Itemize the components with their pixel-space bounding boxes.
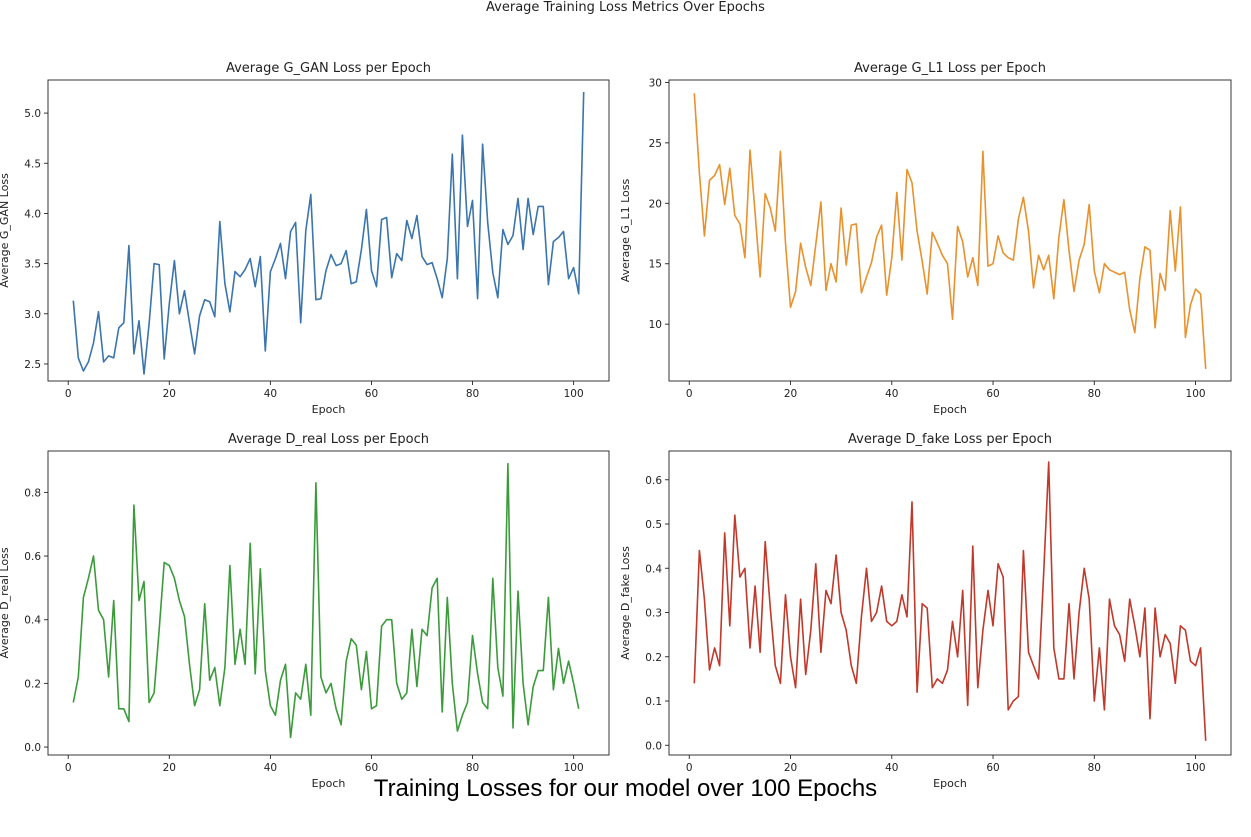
subplot-title-g-l1: Average G_L1 Loss per Epoch [854, 61, 1046, 76]
x-tick-label: 100 [1186, 388, 1206, 400]
y-tick-label: 0.4 [645, 563, 662, 575]
y-tick-label: 0.1 [645, 696, 662, 708]
x-tick-label: 0 [65, 388, 72, 400]
y-tick-label: 0.3 [645, 608, 662, 620]
y-tick-label: 4.0 [24, 208, 41, 220]
x-tick-label: 80 [1088, 388, 1101, 400]
y-tick-label: 20 [649, 198, 662, 210]
y-tick-label: 0.6 [645, 475, 662, 487]
y-tick-label: 15 [649, 259, 662, 271]
subplot-title-g-gan: Average G_GAN Loss per Epoch [226, 61, 431, 76]
x-tick-label: 40 [885, 762, 898, 774]
figure-caption: Training Losses for our model over 100 E… [373, 775, 878, 802]
subplot-g-l1: Average G_L1 Loss per Epoch 0 20 40 60 80 100 1… [619, 61, 1232, 416]
subplot-title-d-fake: Average D_fake Loss per Epoch [848, 432, 1052, 447]
y-axis-label-d-fake: Average D_fake Loss [619, 546, 632, 660]
x-tick-label: 20 [784, 762, 797, 774]
x-axis-label-d-fake: Epoch [933, 777, 967, 790]
y-tick-label: 0.2 [24, 678, 41, 690]
axes-frame-d-fake [668, 450, 1232, 756]
x-tick-label: 40 [264, 388, 277, 400]
y-axis-label-g-l1: Average G_L1 Loss [619, 179, 632, 283]
series-line-d-real [72, 462, 580, 739]
series-line-g-l1 [693, 93, 1207, 369]
y-tick-label: 0.4 [24, 615, 41, 627]
x-tick-label: 0 [686, 762, 693, 774]
y-axis-label-g-gan: Average G_GAN Loss [0, 173, 11, 288]
x-tick-label: 60 [365, 388, 378, 400]
x-axis-label-d-real: Epoch [312, 777, 346, 790]
x-tick-label: 40 [885, 388, 898, 400]
y-tick-label: 0.2 [645, 652, 662, 664]
x-tick-label: 80 [466, 388, 479, 400]
x-tick-label: 60 [365, 762, 378, 774]
y-tick-label: 4.5 [24, 158, 41, 170]
y-axis-label-d-real: Average D_real Loss [0, 547, 11, 658]
y-tick-label: 0.0 [645, 740, 662, 752]
x-tick-label: 20 [784, 388, 797, 400]
x-tick-label: 100 [564, 762, 584, 774]
subplot-d-fake: Average D_fake Loss per Epoch 0 20 40 60 80 10… [619, 432, 1232, 790]
x-tick-label: 20 [163, 388, 176, 400]
x-tick-label: 60 [986, 388, 999, 400]
axes-frame-g-l1 [668, 79, 1232, 382]
x-axis-label-g-gan: Epoch [312, 403, 346, 416]
x-axis-label-g-l1: Epoch [933, 403, 967, 416]
y-tick-label: 0.8 [24, 487, 41, 499]
subplot-g-gan: Average G_GAN Loss per Epoch 0 20 40 60 80 100… [0, 61, 610, 416]
x-tick-label: 60 [986, 762, 999, 774]
series-line-g-gan [72, 91, 585, 375]
x-tick-label: 0 [65, 762, 72, 774]
y-tick-label: 0.6 [24, 551, 41, 563]
subplot-d-real: Average D_real Loss per Epoch 0 20 40 60 80 10… [0, 432, 610, 790]
series-line-d-fake [693, 461, 1207, 741]
subplot-title-d-real: Average D_real Loss per Epoch [228, 432, 429, 447]
x-tick-label: 80 [466, 762, 479, 774]
y-tick-label: 10 [649, 319, 662, 331]
x-tick-label: 20 [163, 762, 176, 774]
y-tick-label: 30 [649, 77, 662, 89]
x-tick-label: 40 [264, 762, 277, 774]
figure-title: Average Training Loss Metrics Over Epoch… [486, 0, 765, 15]
y-tick-label: 5.0 [24, 108, 41, 120]
y-tick-label: 0.0 [24, 742, 41, 754]
axes-frame-g-gan [47, 79, 610, 382]
y-tick-label: 3.0 [24, 309, 41, 321]
x-tick-label: 80 [1088, 762, 1101, 774]
x-tick-label: 0 [686, 388, 693, 400]
axes-frame-d-real [47, 450, 610, 756]
x-tick-label: 100 [564, 388, 584, 400]
y-tick-label: 25 [649, 138, 662, 150]
y-tick-label: 2.5 [24, 359, 41, 371]
x-tick-label: 100 [1186, 762, 1206, 774]
y-tick-label: 3.5 [24, 259, 41, 271]
y-tick-label: 0.5 [645, 519, 662, 531]
